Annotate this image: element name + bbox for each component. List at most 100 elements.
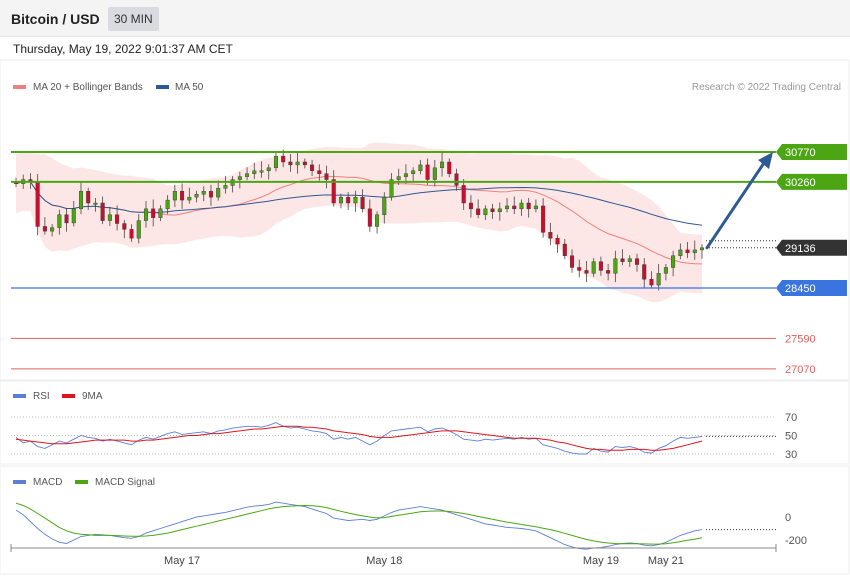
candle-body — [35, 181, 40, 227]
candle-body — [454, 173, 459, 186]
candle-body — [295, 161, 300, 166]
candle-body — [281, 155, 286, 163]
candle-body — [252, 170, 257, 174]
legend-swatch-ma50 — [156, 85, 169, 89]
legend-label-rsi-ma: 9MA — [82, 391, 103, 402]
legend-swatch-macd — [13, 480, 26, 484]
forecast-arrow-head — [758, 152, 773, 169]
candle-body — [245, 173, 250, 177]
legend-swatch-macd-signal — [75, 480, 88, 484]
candle-body — [382, 196, 387, 215]
candle-body — [598, 261, 603, 271]
rsi-level-label-70: 70 — [785, 412, 797, 424]
legend-swatch-ma20 — [13, 85, 26, 89]
forecast-arrow-shaft — [705, 158, 768, 250]
candle-body — [389, 179, 394, 198]
candle-body — [165, 199, 170, 210]
candle-body — [367, 208, 372, 227]
candle-body — [136, 220, 141, 239]
candle-body — [57, 214, 62, 228]
candle-body — [396, 176, 401, 180]
x-axis: May 17 May 18 May 19 May 21 — [10, 544, 777, 567]
macd-line — [15, 501, 703, 550]
candle-body — [562, 243, 567, 256]
candle-body — [555, 237, 560, 245]
candle-body — [512, 205, 517, 210]
macd-level-label-0: 0 — [785, 512, 791, 524]
candle-body — [360, 196, 365, 210]
candle-body — [411, 170, 416, 174]
level-label-27590: 27590 — [785, 333, 816, 345]
candle-body — [187, 196, 192, 201]
chart-datetime: Thursday, May 19, 2022 9:01:37 AM CET — [13, 42, 233, 56]
candle-body — [172, 191, 177, 201]
candle-body — [346, 196, 351, 204]
candle-body — [671, 255, 676, 268]
level-tag-28450 — [776, 280, 847, 296]
candle-body — [375, 214, 380, 227]
macd-level-label--200: -200 — [785, 535, 807, 547]
candle-body — [577, 267, 582, 271]
candle-body — [317, 170, 322, 174]
macd-legend: MACD MACD Signal — [13, 477, 155, 488]
candle-body — [266, 167, 271, 171]
x-tick-label: May 21 — [648, 555, 684, 567]
candle-body — [259, 170, 264, 173]
candle-body — [490, 208, 495, 212]
macd-panel — [0, 465, 850, 575]
legend-label-macd: MACD — [33, 477, 62, 488]
candle-body — [302, 161, 307, 166]
candle-body — [570, 255, 575, 268]
candle-body — [541, 205, 546, 233]
candle-body — [613, 258, 618, 274]
candle-body — [656, 273, 661, 286]
chart-header: Bitcoin / USD 30 MIN — [0, 0, 850, 37]
price-levels: 30770 30260 29136 28450 27590 27070 — [11, 144, 847, 376]
candle-body — [476, 208, 481, 215]
legend-label-macd-signal: MACD Signal — [95, 477, 155, 488]
candle-body — [310, 164, 315, 171]
x-tick-label: May 18 — [366, 555, 402, 567]
candle-body — [425, 164, 430, 180]
candle-body — [50, 227, 55, 232]
candle-body — [237, 176, 242, 180]
candle-body — [122, 223, 127, 230]
candle-body — [208, 191, 213, 198]
level-label-29136: 29136 — [785, 243, 816, 255]
candle-body — [223, 185, 228, 189]
rsi-indicator: 70 50 30 — [11, 412, 797, 461]
candle-body — [519, 202, 524, 210]
candle-body — [288, 161, 293, 166]
candle-body — [627, 258, 632, 262]
candle-body — [71, 208, 76, 224]
candle-body — [620, 258, 625, 262]
level-label-30260: 30260 — [785, 177, 816, 189]
candle-body — [548, 232, 553, 239]
candle-body — [591, 261, 596, 274]
candle-body — [606, 270, 611, 274]
credit-text: Research © 2022 Trading Central — [692, 82, 841, 93]
candle-body — [649, 279, 654, 286]
candle-body — [107, 214, 112, 221]
candle-body — [440, 161, 445, 169]
candle-body — [418, 164, 423, 171]
level-label-27070: 27070 — [785, 364, 816, 376]
candle-body — [432, 167, 437, 180]
candle-body — [483, 208, 488, 215]
candle-body — [216, 188, 221, 198]
candle-body — [685, 249, 690, 254]
candle-body — [331, 179, 336, 204]
candle-body — [353, 196, 358, 204]
ma50-line — [15, 181, 703, 226]
candle-body — [273, 155, 278, 169]
candle-body — [180, 191, 185, 201]
candle-body — [663, 267, 668, 274]
level-label-28450: 28450 — [785, 283, 816, 295]
rsi-panel — [0, 380, 850, 465]
instrument-title: Bitcoin / USD — [11, 11, 100, 27]
candle-body — [338, 196, 343, 204]
interval-button[interactable]: 30 MIN — [108, 7, 159, 31]
candle-body — [526, 202, 531, 210]
candle-body — [497, 208, 502, 212]
